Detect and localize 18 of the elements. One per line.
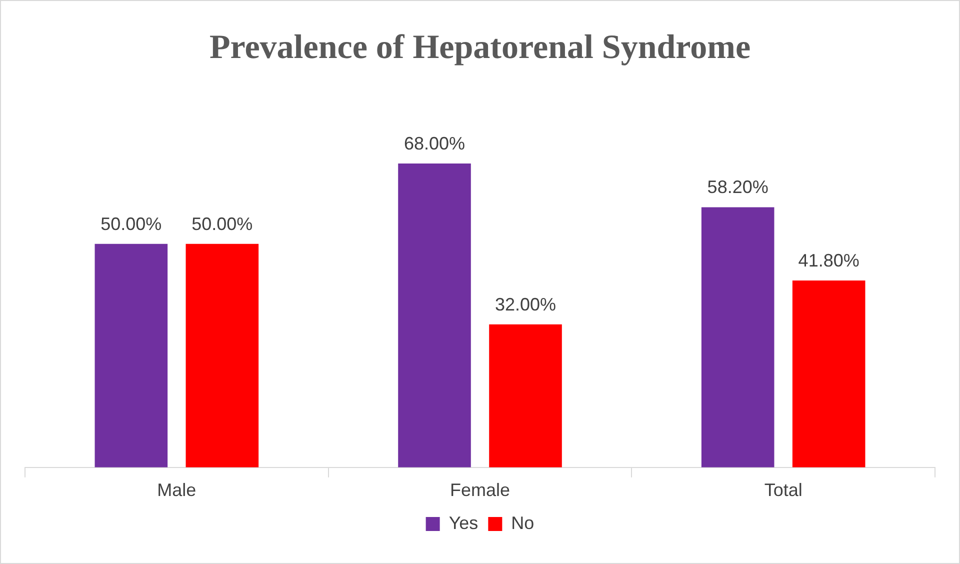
bar [94,244,168,468]
bar [701,207,774,468]
legend-label: Yes [448,512,478,533]
bar [792,280,866,468]
data-label: 32.00% [494,294,556,314]
bar [489,324,562,468]
data-label: 50.00% [192,214,253,234]
data-label: 68.00% [404,133,466,154]
bar [398,163,471,468]
x-tick-label: Female [450,480,510,500]
data-label: 58.20% [707,177,768,198]
data-label: 41.80% [798,250,860,271]
x-tick-label: Male [157,480,196,500]
legend-label: No [511,512,534,533]
x-tick-label: Total [764,480,802,500]
data-label: 50.00% [100,214,162,234]
chart-title: Prevalence of Hepatorenal Syndrome [209,29,751,66]
bar [186,244,259,468]
